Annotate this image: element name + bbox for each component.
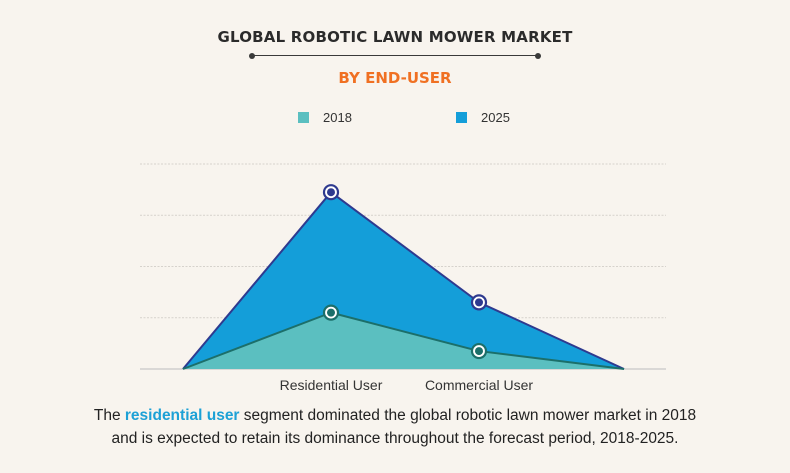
legend-item-2025: 2025 — [456, 110, 510, 125]
legend-item-2018: 2018 — [298, 110, 352, 125]
legend-label-2025: 2025 — [481, 110, 510, 125]
x-axis-labels: Residential User Commercial User — [280, 377, 534, 393]
caption-line2: and is expected to retain its dominance … — [111, 430, 679, 447]
x-tick-label-residential-user: Residential User — [280, 377, 383, 393]
caption-line1-rest: segment dominated the global robotic law… — [239, 407, 697, 424]
caption-highlight: residential user — [124, 407, 240, 424]
divider-left-dot — [249, 52, 255, 59]
area-series-2018 — [183, 312, 624, 369]
area-series-2025 — [183, 192, 624, 369]
marker-2025-commercial-user — [475, 298, 483, 307]
marker-2018-commercial-user — [475, 347, 483, 356]
chart-legend: 2018 2025 — [0, 110, 790, 126]
area-chart: Residential User Commercial User — [140, 163, 666, 393]
marker-2025-residential-user — [327, 188, 335, 197]
chart-title: GLOBAL ROBOTIC LAWN MOWER MARKET — [217, 28, 573, 46]
legend-swatch-2025 — [456, 112, 467, 123]
divider-right-dot — [535, 52, 541, 59]
line-series-2018 — [182, 311, 625, 370]
title-divider — [249, 52, 541, 59]
marker-2018-residential-user — [327, 308, 335, 317]
legend-swatch-2018 — [298, 112, 309, 123]
x-tick-label-commercial-user: Commercial User — [425, 377, 533, 393]
chart-subtitle: BY END-USER — [338, 69, 452, 87]
caption-lead: The — [93, 407, 125, 424]
legend-label-2018: 2018 — [323, 110, 352, 125]
series-areas — [182, 191, 625, 370]
chart-caption: The residential user segment dominated t… — [0, 404, 790, 450]
data-markers — [322, 184, 488, 360]
line-series-2025 — [182, 191, 625, 370]
